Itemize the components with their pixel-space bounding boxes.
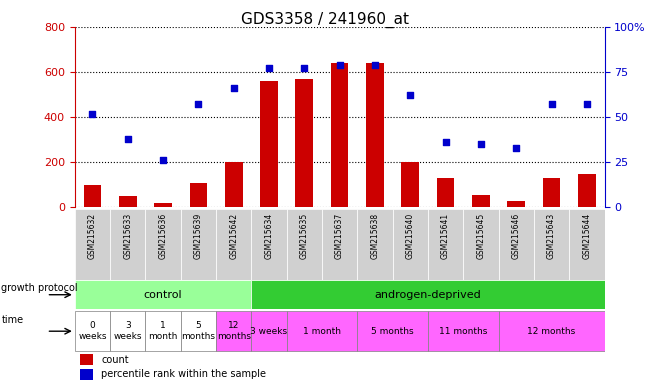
Text: 1 month: 1 month (303, 327, 341, 336)
Bar (110, 311, 146, 351)
Bar (75, 311, 110, 351)
Text: GSM215641: GSM215641 (441, 213, 450, 259)
Text: count: count (101, 355, 129, 365)
Text: GSM215633: GSM215633 (124, 213, 132, 259)
Bar (578, 174, 595, 207)
Text: control: control (144, 290, 183, 300)
Bar (110, 209, 146, 280)
Bar (216, 311, 252, 351)
Bar (463, 209, 499, 280)
Text: 0
weeks: 0 weeks (78, 321, 107, 341)
Bar (252, 280, 604, 309)
Point (87, 111, 98, 117)
Text: percentile rank within the sample: percentile rank within the sample (101, 369, 266, 379)
Bar (84, 185, 101, 207)
Point (122, 136, 133, 142)
Text: 11 months: 11 months (439, 327, 488, 336)
Text: GSM215636: GSM215636 (159, 213, 168, 259)
Bar (534, 209, 569, 280)
Bar (543, 178, 560, 207)
Text: GSM215634: GSM215634 (265, 213, 274, 259)
Point (370, 62, 380, 68)
Bar (402, 162, 419, 207)
Text: 3
weeks: 3 weeks (114, 321, 142, 341)
Point (476, 141, 486, 147)
Bar (190, 182, 207, 207)
Text: 12
months: 12 months (216, 321, 251, 341)
Bar (428, 311, 499, 351)
Point (582, 101, 592, 108)
Point (158, 157, 168, 164)
Text: 5
months: 5 months (181, 321, 215, 341)
Text: GSM215638: GSM215638 (370, 213, 380, 259)
Text: growth protocol: growth protocol (1, 283, 78, 293)
Bar (393, 209, 428, 280)
Bar (80, 354, 94, 365)
Bar (499, 311, 604, 351)
Point (546, 101, 556, 108)
Bar (146, 311, 181, 351)
Bar (260, 81, 278, 207)
Point (334, 62, 345, 68)
Point (229, 85, 239, 91)
Text: androgen-deprived: androgen-deprived (374, 290, 481, 300)
Bar (322, 209, 358, 280)
Bar (428, 209, 463, 280)
Bar (358, 311, 428, 351)
Text: 5 months: 5 months (371, 327, 414, 336)
Point (405, 93, 415, 99)
Bar (216, 209, 252, 280)
Bar (472, 195, 489, 207)
Bar (437, 178, 454, 207)
Text: 1
month: 1 month (148, 321, 177, 341)
Text: GSM215642: GSM215642 (229, 213, 238, 259)
Bar (508, 200, 525, 207)
Bar (225, 162, 242, 207)
Bar (287, 311, 358, 351)
Text: time: time (1, 315, 23, 325)
Text: GSM215635: GSM215635 (300, 213, 309, 259)
Text: GDS3358 / 241960_at: GDS3358 / 241960_at (241, 12, 409, 28)
Bar (75, 209, 110, 280)
Text: GSM215637: GSM215637 (335, 213, 344, 259)
Text: GSM215644: GSM215644 (582, 213, 592, 259)
Bar (296, 79, 313, 207)
Bar (358, 209, 393, 280)
Text: GSM215643: GSM215643 (547, 213, 556, 259)
Point (299, 65, 309, 71)
Bar (80, 369, 94, 380)
Bar (75, 280, 252, 309)
Point (264, 65, 274, 71)
Bar (252, 311, 287, 351)
Text: GSM215645: GSM215645 (476, 213, 486, 259)
Bar (181, 209, 216, 280)
Bar (569, 209, 604, 280)
Bar (146, 209, 181, 280)
Text: GSM215639: GSM215639 (194, 213, 203, 259)
Bar (366, 63, 384, 207)
Text: 3 weeks: 3 weeks (250, 327, 287, 336)
Bar (181, 311, 216, 351)
Point (511, 145, 521, 151)
Bar (331, 63, 348, 207)
Text: GSM215632: GSM215632 (88, 213, 97, 259)
Text: 12 months: 12 months (527, 327, 576, 336)
Bar (154, 203, 172, 207)
Bar (119, 196, 136, 207)
Text: GSM215640: GSM215640 (406, 213, 415, 259)
Bar (499, 209, 534, 280)
Bar (252, 209, 287, 280)
Text: GSM215646: GSM215646 (512, 213, 521, 259)
Point (193, 101, 203, 108)
Point (440, 139, 450, 146)
Bar (287, 209, 322, 280)
